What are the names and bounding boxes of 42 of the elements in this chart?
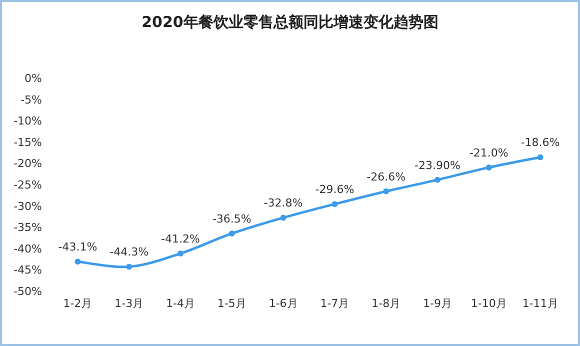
point [332, 201, 338, 208]
point [486, 164, 492, 170]
data-label: -36.5% [212, 212, 252, 226]
point [434, 176, 440, 183]
point [74, 258, 81, 265]
data-label: -26.6% [366, 170, 406, 184]
x-tick-label: 1-6月 [268, 297, 298, 310]
data-label: -44.3% [110, 246, 149, 259]
point [178, 250, 184, 257]
y-tick-label: -20% [14, 157, 42, 170]
y-tick-label: -35% [14, 221, 42, 234]
x-tick-label: 1-7月 [320, 297, 350, 310]
data-label: -41.2% [161, 232, 200, 246]
point [280, 214, 286, 221]
point [126, 264, 132, 270]
y-tick-label: -45% [14, 264, 42, 277]
data-label: -32.8% [264, 196, 303, 210]
x-tick-label: 1-10月 [470, 297, 507, 310]
y-tick-label: -10% [14, 114, 42, 128]
data-label: -18.6% [520, 136, 560, 150]
x-tick-label: 1-3月 [114, 297, 144, 310]
chart-title: 2020年餐饮业零售总额同比增速变化趋势图 [142, 13, 438, 31]
y-tick-label: -5% [20, 93, 42, 106]
data-label: -21.0% [469, 146, 508, 160]
data-label: -29.6% [315, 183, 354, 196]
point [228, 230, 235, 236]
y-tick-label: -40% [14, 242, 42, 256]
x-tick-label: 1-8月 [372, 297, 401, 310]
y-tick-label: -25% [14, 178, 42, 192]
point [537, 154, 544, 160]
y-tick-label: -50% [14, 285, 42, 298]
x-tick-label: 1-2月 [63, 297, 92, 310]
x-tick-label: 1-9月 [423, 297, 452, 310]
y-tick-label: 0% [24, 72, 42, 85]
y-tick-label: -15% [14, 136, 42, 149]
x-tick-label: 1-11月 [522, 297, 558, 310]
x-tick-label: 1-4月 [166, 297, 195, 310]
data-label: -43.1% [58, 240, 98, 254]
point [383, 188, 390, 194]
y-tick-label: -30% [14, 200, 42, 213]
data-label: -23.90% [414, 158, 460, 172]
x-tick-label: 1-5月 [217, 297, 246, 310]
